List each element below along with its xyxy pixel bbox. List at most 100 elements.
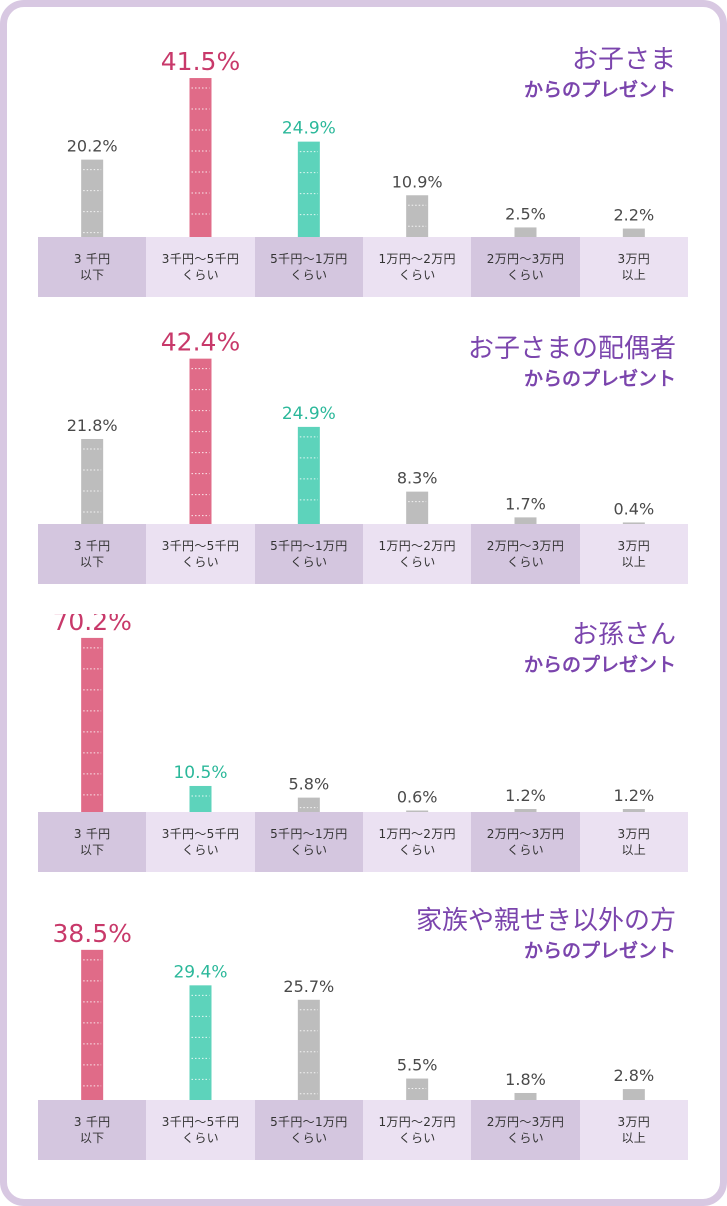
panel-subtitle: からのプレゼント — [523, 654, 676, 676]
category-cell: 1万円〜2万円 くらい — [362, 1100, 472, 1160]
bar — [622, 228, 645, 237]
category-sublabel: 以上 — [621, 843, 647, 857]
bar — [297, 141, 320, 237]
value-label: 42.4% — [161, 328, 240, 357]
category-label: 3万円 — [617, 1114, 651, 1129]
bar — [406, 810, 429, 812]
value-label: 24.9% — [282, 404, 336, 424]
category-label: 3万円 — [617, 826, 651, 841]
category-sublabel: 以下 — [79, 1131, 105, 1145]
category-row: 3 千円 以下 3千円〜5千円 くらい 5千円〜1万円 くらい 1万円〜2万円 くらい … — [38, 524, 688, 584]
category-label: 3 千円 — [73, 538, 111, 553]
bar — [406, 491, 429, 524]
category-cell: 3万円以上 — [579, 812, 688, 872]
bar-chart: 20.2% 41.5% 24.9% 10.9% 2.5% 2.2% — [67, 47, 655, 237]
panel-grandchildren: お孫さん からのプレゼント 70.2% 10.5% 5.8% 0.6% 1.2% 1.2%… — [38, 614, 688, 872]
category-cell: 3万円以上 — [579, 237, 688, 297]
category-sublabel: くらい — [507, 268, 544, 282]
category-cell: 2万円〜3万円 くらい — [471, 1100, 580, 1160]
category-sublabel: 以上 — [621, 268, 647, 282]
category-cell: 5千円〜1万円 くらい — [254, 524, 363, 584]
panel-title-block: お子さまの配偶者 からのプレゼント — [468, 336, 676, 389]
category-row: 3 千円 以下 3千円〜5千円 くらい 5千円〜1万円 くらい 1万円〜2万円 くらい … — [38, 1100, 688, 1160]
category-cell: 3千円〜5千円 くらい — [146, 524, 255, 584]
bar-chart: 21.8% 42.4% 24.9% 8.3% 1.7% 0.4% — [67, 328, 655, 524]
bar — [297, 797, 320, 812]
value-label: 5.5% — [397, 1056, 438, 1075]
category-sublabel: くらい — [182, 1131, 219, 1145]
category-label: 5千円〜1万円 — [270, 251, 348, 266]
bar — [81, 159, 104, 237]
category-label: 3千円〜5千円 — [161, 1114, 240, 1129]
panel-non-family: 家族や親せき以外の方 からのプレゼント 38.5% 29.4% 25.7% 5.5% 1… — [38, 900, 688, 1160]
category-cell: 1万円〜2万円 くらい — [362, 237, 472, 297]
category-label: 3 千円 — [73, 1114, 111, 1129]
category-label: 3万円 — [617, 251, 651, 266]
value-label: 24.9% — [282, 119, 336, 139]
panel-subtitle: からのプレゼント — [523, 940, 676, 962]
value-label: 0.4% — [614, 499, 655, 518]
category-label: 2万円〜3万円 — [486, 826, 565, 841]
category-label: 5千円〜1万円 — [270, 826, 348, 841]
bar — [189, 985, 212, 1100]
panel-title: お子さま — [571, 45, 676, 75]
bar — [297, 999, 320, 1100]
panel-title: お孫さん — [571, 620, 676, 650]
category-cell: 3 千円 以下 — [38, 524, 147, 584]
panel-title-block: お孫さん からのプレゼント — [524, 622, 676, 675]
category-sublabel: くらい — [398, 1131, 436, 1145]
panel-title-block: お子さま からのプレゼント — [524, 47, 676, 100]
bar — [514, 227, 537, 237]
bar — [81, 637, 104, 812]
category-label: 1万円〜2万円 — [378, 1114, 456, 1129]
category-cell: 3千円〜5千円 くらい — [146, 812, 255, 872]
bar-chart: 38.5% 29.4% 25.7% 5.5% 1.8% 2.8% — [52, 919, 655, 1100]
category-cell: 5千円〜1万円 くらい — [254, 812, 363, 872]
value-label: 10.5% — [173, 763, 227, 783]
bar — [622, 522, 645, 524]
category-label: 3 千円 — [73, 251, 111, 266]
category-sublabel: くらい — [182, 555, 219, 569]
category-cell: 3万円 以上 — [579, 524, 688, 584]
value-label: 29.4% — [173, 962, 227, 982]
category-sublabel: くらい — [398, 555, 436, 569]
value-label: 2.8% — [614, 1066, 655, 1085]
category-label: 2万円〜3万円 — [486, 1114, 565, 1129]
bar — [622, 1089, 645, 1100]
value-label: 2.2% — [614, 206, 655, 225]
category-label: 3千円〜5千円 — [161, 538, 240, 553]
category-row: 3 千円 以下 3千円〜5千円 くらい 5千円〜1万円 くらい 1万円〜2万円 くらい … — [38, 237, 688, 297]
bar — [622, 809, 645, 812]
bar — [81, 949, 104, 1100]
bar-chart: 70.2% 10.5% 5.8% 0.6% 1.2% 1.2% — [52, 614, 654, 812]
category-cell: 1万円〜2万円 くらい — [362, 812, 472, 872]
category-sublabel: くらい — [507, 843, 544, 857]
bar — [514, 1092, 537, 1100]
category-label: 3 千円 — [73, 826, 111, 841]
category-cell: 1万円〜2万円 くらい — [362, 524, 472, 584]
value-label: 2.5% — [505, 204, 546, 223]
value-label: 10.9% — [392, 172, 443, 191]
category-cell: 3 千円以下 — [38, 812, 147, 872]
bar — [514, 517, 537, 524]
value-label: 1.2% — [505, 786, 546, 805]
panel-subtitle: からのプレゼント — [523, 79, 676, 101]
panel-spouse: お子さまの配偶者 からのプレゼント 21.8% 42.4% 24.9% 8.3% 1.7… — [38, 328, 688, 584]
bar — [297, 426, 320, 524]
value-label: 1.8% — [505, 1070, 546, 1089]
value-label: 0.6% — [397, 788, 438, 807]
category-cell: 3千円〜5千円 くらい — [146, 237, 255, 297]
bar — [189, 785, 212, 812]
panel-children: お子さま からのプレゼント 20.2% 41.5% 24.9% 10.9% 2.5% 2.… — [38, 40, 688, 298]
value-label: 21.8% — [67, 416, 118, 435]
value-label: 20.2% — [67, 137, 118, 156]
value-label: 70.2% — [52, 614, 131, 636]
category-sublabel: くらい — [290, 1131, 328, 1145]
category-sublabel: くらい — [182, 843, 219, 857]
bar — [189, 358, 212, 524]
bar — [514, 809, 537, 812]
value-label: 25.7% — [283, 977, 334, 996]
category-label: 3千円〜5千円 — [161, 826, 240, 841]
category-sublabel: 以下 — [79, 843, 105, 857]
category-label: 5千円〜1万円 — [270, 1114, 348, 1129]
